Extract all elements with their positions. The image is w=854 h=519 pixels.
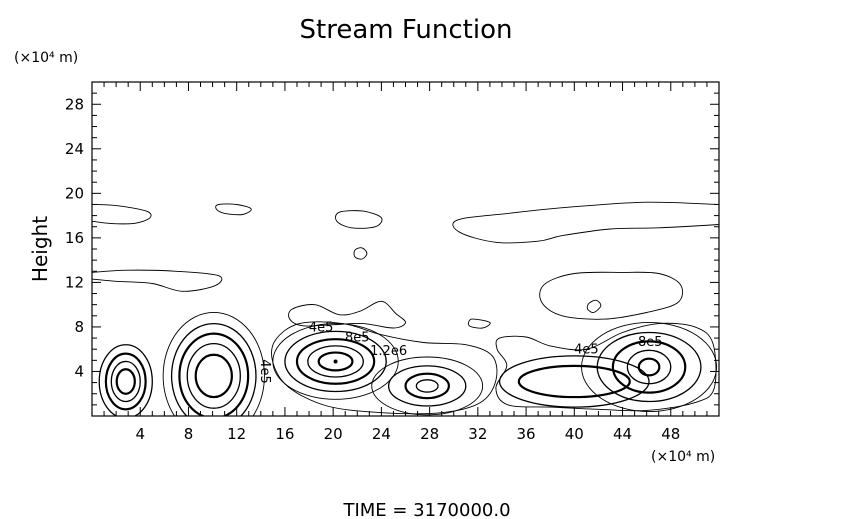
contour-cell-3-ring: [295, 338, 376, 385]
y-tick-label: 20: [65, 184, 84, 202]
contour-cell-3-ring: [307, 345, 364, 378]
x-axis-unit: (×10⁴ m): [651, 449, 715, 465]
x-tick-label: 28: [420, 425, 439, 443]
time-readout: TIME = 3170000.0: [342, 500, 510, 519]
y-tick-label: 16: [65, 229, 84, 247]
contour-cell-2-ring: [194, 353, 233, 399]
contour-cell-2-ring: [178, 332, 250, 416]
plot-frame: [91, 81, 720, 417]
contour-label: 8e5: [345, 330, 370, 345]
contour-mid-left-band: [92, 269, 223, 292]
contour-cell-1-ring: [104, 352, 147, 411]
chart-title: Stream Function: [300, 15, 513, 45]
y-axis-label: Height: [28, 216, 52, 282]
contour-cell-4-ring: [415, 379, 439, 393]
contour-label: 4e5: [257, 359, 272, 384]
y-tick-label: 28: [65, 95, 84, 113]
contour-cell-2-ring: [162, 312, 265, 416]
contour-lines: [92, 201, 719, 416]
contour-upper-left-band: [92, 204, 152, 225]
contour-cell-2-ring: [170, 322, 257, 416]
contour-right-outer: [495, 322, 717, 412]
contour-cell-4-ring: [404, 372, 451, 400]
x-tick-label: 12: [227, 425, 246, 443]
contour-label: 4e5: [309, 320, 334, 335]
contour-center-outer: [271, 321, 498, 415]
contour-label: 1.2e6: [370, 344, 407, 359]
contour-cell-3-ring: [284, 330, 387, 393]
contour-cell-5-ring: [611, 340, 687, 394]
y-tick-label: 12: [65, 273, 84, 291]
axis-ticks: [92, 82, 719, 416]
contour-cell-1-ring: [110, 360, 141, 403]
contour-cell-2-ring: [186, 342, 241, 409]
contour-cell-3-center: [333, 359, 338, 364]
contour-cell-4-ring: [387, 365, 467, 407]
y-tick-label: 8: [74, 318, 84, 336]
x-tick-label: 44: [613, 425, 632, 443]
x-tick-label: 40: [565, 425, 584, 443]
x-tick-label: 36: [517, 425, 536, 443]
x-tick-label: 16: [275, 425, 294, 443]
contour-mid-right-small: [586, 299, 602, 314]
contour-lower-noise-2: [468, 318, 491, 329]
contour-cell-1-ring: [98, 344, 153, 416]
contour-label: 8e5: [638, 335, 663, 350]
contour-cell-6-ring: [498, 355, 650, 408]
contour-cell-6-ring: [517, 364, 631, 399]
y-tick-label: 24: [65, 140, 84, 158]
contour-lower-noise-1: [288, 300, 406, 329]
contour-mid-right-loop: [539, 271, 683, 320]
x-tick-label: 32: [468, 425, 487, 443]
x-tick-label: 48: [661, 425, 680, 443]
contour-upper-right-band: [452, 201, 719, 244]
x-tick-label: 8: [184, 425, 194, 443]
contour-cell-4-ring: [371, 356, 484, 416]
contour-upper-small-1: [215, 203, 252, 216]
contour-mid-small: [353, 247, 368, 260]
x-tick-label: 24: [372, 425, 391, 443]
x-tick-label: 20: [324, 425, 343, 443]
contour-label: 4e5: [574, 343, 599, 358]
y-tick-label: 4: [74, 362, 84, 380]
contour-cell-3-ring: [317, 351, 354, 372]
x-tick-label: 4: [135, 425, 145, 443]
contour-cell-5-ring: [637, 357, 661, 377]
contour-cell-1-ring: [115, 368, 136, 395]
contour-upper-small-2: [335, 210, 383, 229]
y-axis-unit: (×10⁴ m): [14, 50, 78, 66]
